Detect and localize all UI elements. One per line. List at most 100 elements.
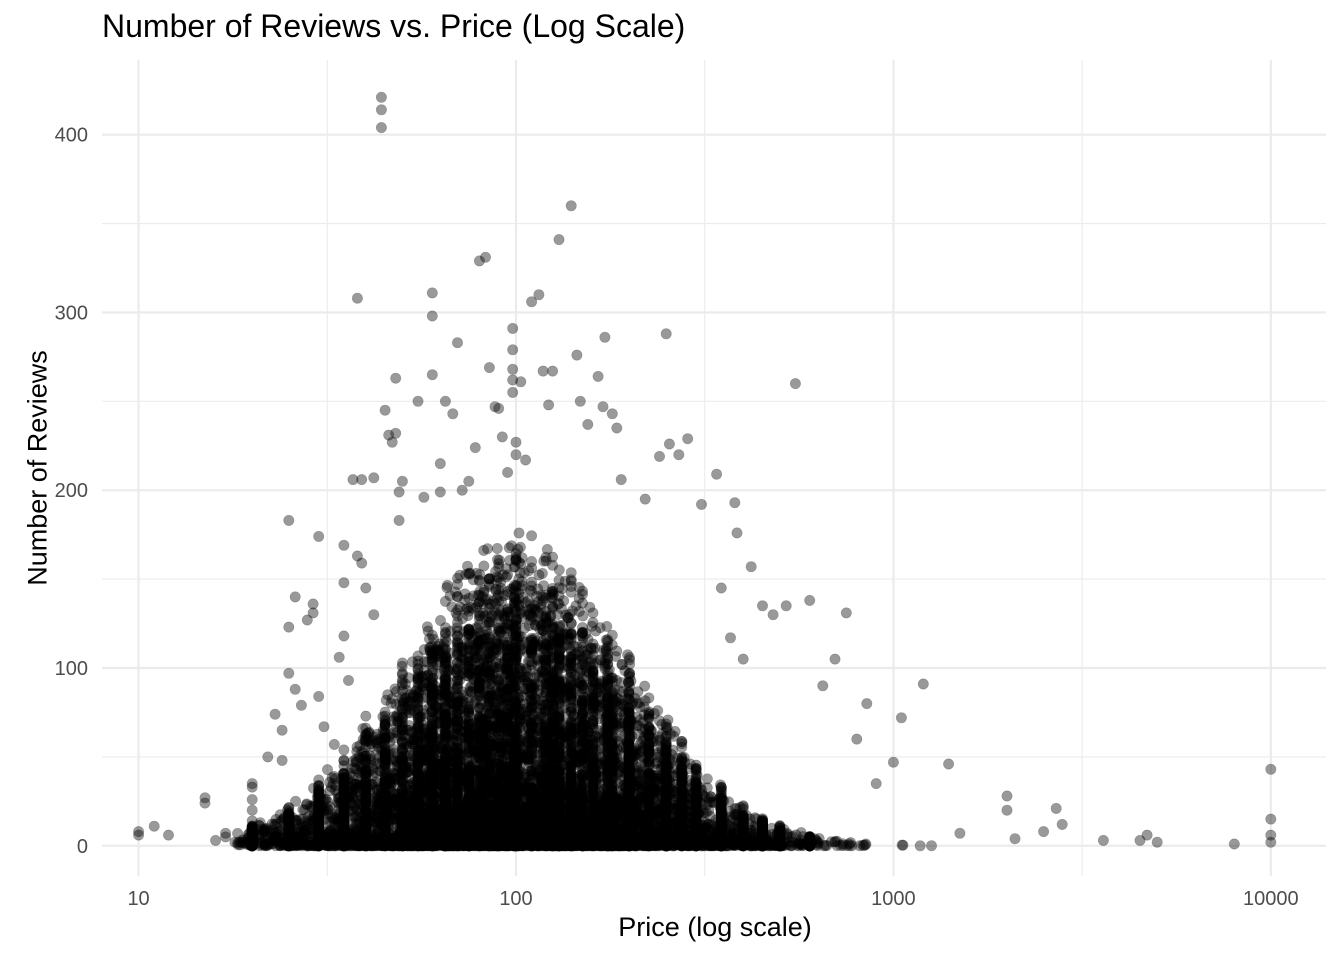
data-point	[737, 826, 749, 838]
data-point	[587, 832, 599, 844]
data-point	[412, 780, 424, 792]
data-point	[645, 786, 657, 798]
data-point	[297, 820, 309, 832]
data-point	[523, 785, 535, 797]
data-point	[323, 838, 335, 850]
data-point	[283, 808, 295, 820]
data-point	[542, 679, 554, 691]
data-point	[478, 633, 490, 645]
data-point	[364, 828, 376, 840]
data-point	[396, 692, 408, 704]
data-point	[547, 827, 559, 839]
data-point	[463, 814, 475, 826]
data-point	[737, 832, 749, 844]
data-point	[690, 838, 702, 850]
data-point	[425, 649, 437, 661]
data-point	[502, 658, 514, 670]
data-point	[425, 802, 437, 814]
data-point	[313, 837, 325, 849]
data-point	[599, 835, 611, 847]
data-point	[338, 811, 350, 823]
data-point	[526, 555, 538, 567]
data-point	[394, 826, 406, 838]
data-point	[750, 831, 762, 843]
data-point	[643, 796, 655, 808]
data-point	[478, 732, 490, 744]
data-point	[503, 840, 515, 852]
data-point	[440, 731, 452, 743]
data-point	[623, 782, 635, 794]
data-point	[587, 607, 599, 619]
data-point	[360, 710, 372, 722]
data-point	[526, 834, 538, 846]
data-point	[737, 839, 749, 851]
data-point	[567, 687, 579, 699]
data-point	[396, 773, 408, 785]
data-point	[536, 808, 548, 820]
data-point	[756, 829, 768, 841]
data-point	[457, 747, 469, 759]
data-point	[473, 686, 485, 698]
data-point	[464, 839, 476, 851]
data-point	[313, 836, 325, 848]
data-point	[648, 839, 660, 851]
data-point	[606, 773, 618, 785]
data-point	[692, 831, 704, 843]
chart-title: Number of Reviews vs. Price (Log Scale)	[102, 8, 686, 44]
data-point	[538, 831, 550, 843]
data-point	[625, 775, 637, 787]
data-point	[351, 815, 363, 827]
data-point	[547, 708, 559, 720]
data-point	[463, 826, 475, 838]
data-point	[483, 578, 495, 590]
data-point	[491, 542, 503, 554]
data-point	[698, 826, 710, 838]
data-point	[557, 682, 569, 694]
data-point	[513, 599, 525, 611]
data-point	[676, 837, 688, 849]
data-point	[439, 770, 451, 782]
data-point	[518, 567, 530, 579]
data-point	[344, 767, 356, 779]
data-point	[286, 839, 298, 851]
data-point	[246, 834, 258, 846]
data-point	[379, 732, 391, 744]
data-point	[492, 840, 504, 852]
data-point	[434, 685, 446, 697]
data-point	[587, 836, 599, 848]
data-point	[676, 775, 688, 787]
data-point	[510, 771, 522, 783]
data-point	[403, 823, 415, 835]
data-point	[661, 722, 673, 734]
data-point	[610, 813, 622, 825]
data-point	[624, 828, 636, 840]
data-point	[582, 790, 594, 802]
data-point	[417, 753, 429, 765]
data-point	[435, 758, 447, 770]
data-point	[624, 786, 636, 798]
data-point	[483, 709, 495, 721]
data-point	[526, 833, 538, 845]
data-point	[576, 698, 588, 710]
data-point	[508, 818, 520, 830]
data-point	[585, 656, 597, 668]
grid-major	[102, 60, 1326, 876]
data-point	[643, 768, 655, 780]
data-point	[624, 755, 636, 767]
data-point	[565, 809, 577, 821]
data-point	[538, 838, 550, 850]
data-point	[463, 834, 475, 846]
data-point	[726, 828, 738, 840]
data-point	[283, 840, 295, 852]
data-point	[553, 839, 565, 851]
data-point	[597, 813, 609, 825]
data-point	[507, 766, 519, 778]
data-point	[580, 761, 592, 773]
data-point	[829, 836, 841, 848]
data-point	[565, 802, 577, 814]
data-point	[283, 838, 295, 850]
data-point	[493, 687, 505, 699]
data-point	[559, 836, 571, 848]
data-point	[713, 793, 725, 805]
